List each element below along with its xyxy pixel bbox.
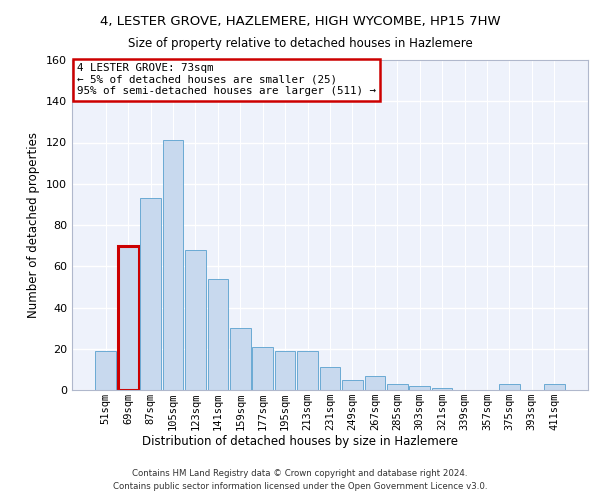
Bar [163, 140, 184, 390]
Text: Contains public sector information licensed under the Open Government Licence v3: Contains public sector information licen… [113, 482, 487, 491]
Text: Contains HM Land Registry data © Crown copyright and database right 2024.: Contains HM Land Registry data © Crown c… [132, 468, 468, 477]
Bar [544, 384, 565, 390]
Bar [409, 386, 430, 390]
Bar [342, 380, 363, 390]
Bar [297, 351, 318, 390]
Bar [365, 376, 385, 390]
Text: Size of property relative to detached houses in Hazlemere: Size of property relative to detached ho… [128, 38, 472, 51]
Bar [140, 198, 161, 390]
Bar [275, 351, 295, 390]
Text: Distribution of detached houses by size in Hazlemere: Distribution of detached houses by size … [142, 435, 458, 448]
Bar [208, 278, 228, 390]
Bar [185, 250, 206, 390]
Bar [95, 351, 116, 390]
Bar [230, 328, 251, 390]
Bar [432, 388, 452, 390]
Text: 4, LESTER GROVE, HAZLEMERE, HIGH WYCOMBE, HP15 7HW: 4, LESTER GROVE, HAZLEMERE, HIGH WYCOMBE… [100, 15, 500, 28]
Bar [499, 384, 520, 390]
Bar [118, 246, 139, 390]
Bar [253, 346, 273, 390]
Text: 4 LESTER GROVE: 73sqm
← 5% of detached houses are smaller (25)
95% of semi-detac: 4 LESTER GROVE: 73sqm ← 5% of detached h… [77, 64, 376, 96]
Bar [387, 384, 407, 390]
Bar [320, 368, 340, 390]
Y-axis label: Number of detached properties: Number of detached properties [28, 132, 40, 318]
